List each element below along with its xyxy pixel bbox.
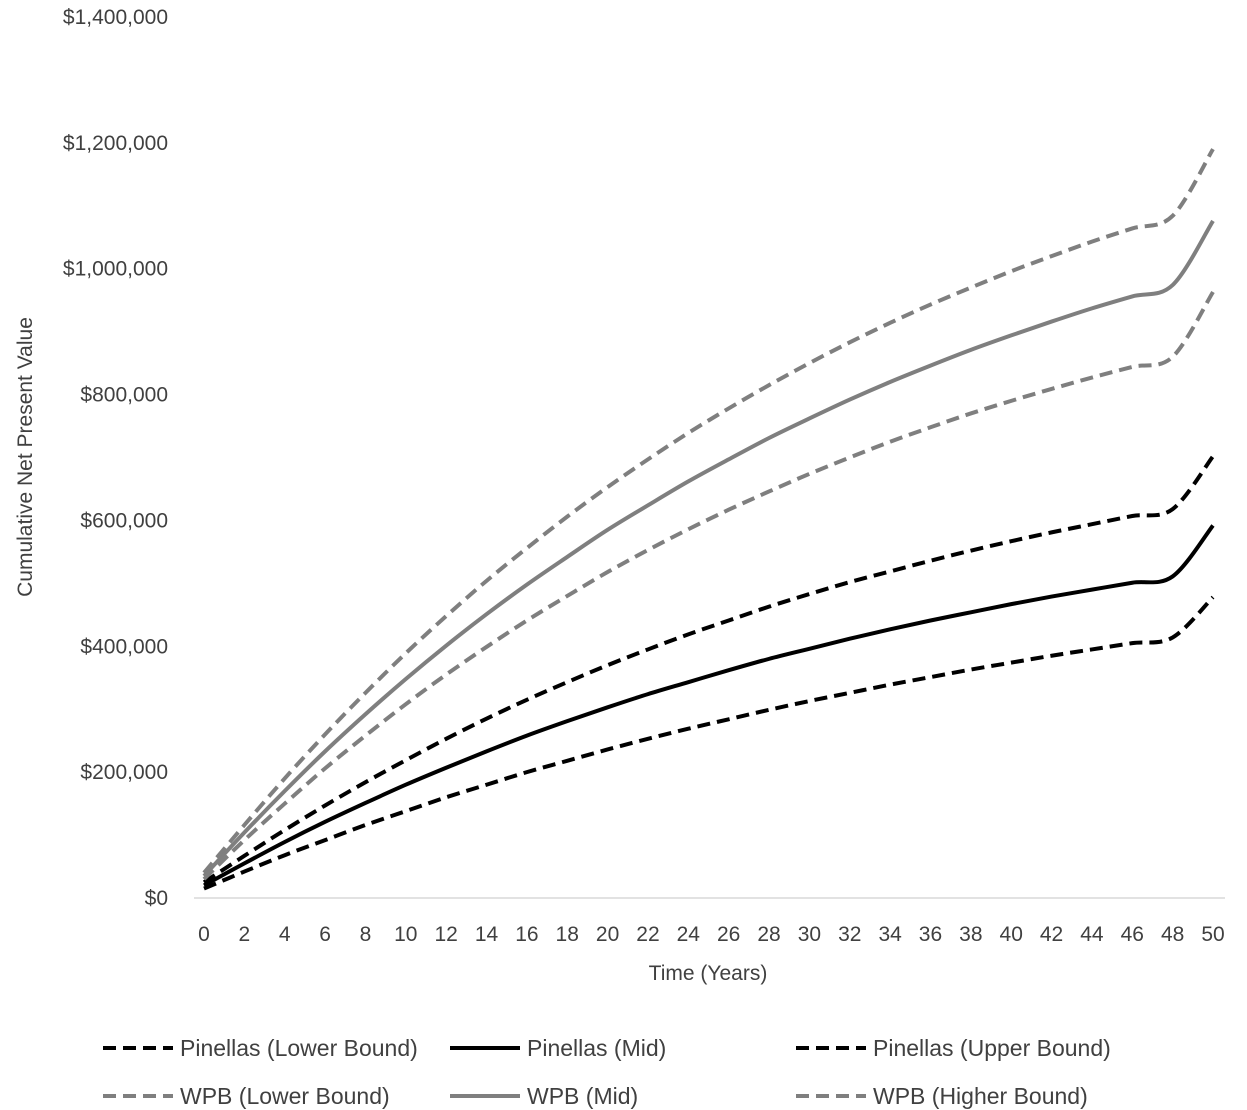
y-axis-tick-labels: $0 $200,000 $400,000 $600,000 $800,000 $1,000… xyxy=(63,6,168,910)
series-line-4 xyxy=(202,219,1215,878)
x-tick-label: 38 xyxy=(959,923,982,946)
x-tick-label: 48 xyxy=(1161,923,1184,946)
legend-label: WPB (Lower Bound) xyxy=(180,1083,390,1109)
x-tick-label: 28 xyxy=(757,923,780,946)
x-tick-label: 12 xyxy=(434,923,457,946)
y-tick-label: $1,400,000 xyxy=(63,6,168,29)
series-line-0 xyxy=(203,595,1215,891)
x-tick-label: 40 xyxy=(1000,923,1023,946)
series-line-1 xyxy=(203,524,1215,888)
x-tick-label: 50 xyxy=(1201,923,1224,946)
x-tick-label: 36 xyxy=(919,923,942,946)
x-tick-label: 20 xyxy=(596,923,619,946)
series-line-5 xyxy=(202,148,1215,875)
x-tick-label: 6 xyxy=(319,923,331,946)
legend-label: Pinellas (Mid) xyxy=(527,1035,666,1061)
x-tick-label: 8 xyxy=(360,923,372,946)
x-axis-tick-labels: 0 2 4 6 8 10 12 14 16 18 20 22 24 26 28 30 32 34 36 38 40 42 4… xyxy=(198,923,1225,946)
x-tick-label: 14 xyxy=(475,923,499,946)
x-tick-label: 26 xyxy=(717,923,740,946)
x-tick-label: 10 xyxy=(394,923,417,946)
y-tick-label: $1,000,000 xyxy=(63,258,168,281)
series-lines xyxy=(202,148,1215,891)
x-tick-label: 18 xyxy=(556,923,579,946)
y-tick-label: $0 xyxy=(145,887,168,910)
legend: Pinellas (Lower Bound) Pinellas (Mid) Pine… xyxy=(103,1035,1111,1109)
x-tick-label: 44 xyxy=(1080,923,1104,946)
x-tick-label: 4 xyxy=(279,923,291,946)
y-axis-title: Cumulative Net Present Value xyxy=(14,317,37,597)
x-tick-label: 2 xyxy=(239,923,251,946)
legend-label: Pinellas (Upper Bound) xyxy=(873,1035,1111,1061)
x-tick-label: 32 xyxy=(838,923,861,946)
y-tick-label: $1,200,000 xyxy=(63,132,168,155)
series-line-2 xyxy=(202,455,1215,884)
x-tick-label: 34 xyxy=(878,923,902,946)
y-tick-label: $600,000 xyxy=(80,509,168,532)
series-line-3 xyxy=(202,290,1215,881)
x-tick-label: 24 xyxy=(677,923,701,946)
legend-label: WPB (Mid) xyxy=(527,1083,638,1109)
y-tick-label: $200,000 xyxy=(80,761,168,784)
y-tick-label: $800,000 xyxy=(80,384,168,407)
x-tick-label: 46 xyxy=(1121,923,1144,946)
x-tick-label: 0 xyxy=(198,923,210,946)
legend-label: WPB (Higher Bound) xyxy=(873,1083,1088,1109)
x-tick-label: 42 xyxy=(1040,923,1063,946)
legend-label: Pinellas (Lower Bound) xyxy=(180,1035,418,1061)
x-tick-label: 22 xyxy=(636,923,659,946)
x-axis-title: Time (Years) xyxy=(649,962,768,985)
x-tick-label: 16 xyxy=(515,923,538,946)
y-tick-label: $400,000 xyxy=(80,635,168,658)
x-tick-label: 30 xyxy=(798,923,821,946)
